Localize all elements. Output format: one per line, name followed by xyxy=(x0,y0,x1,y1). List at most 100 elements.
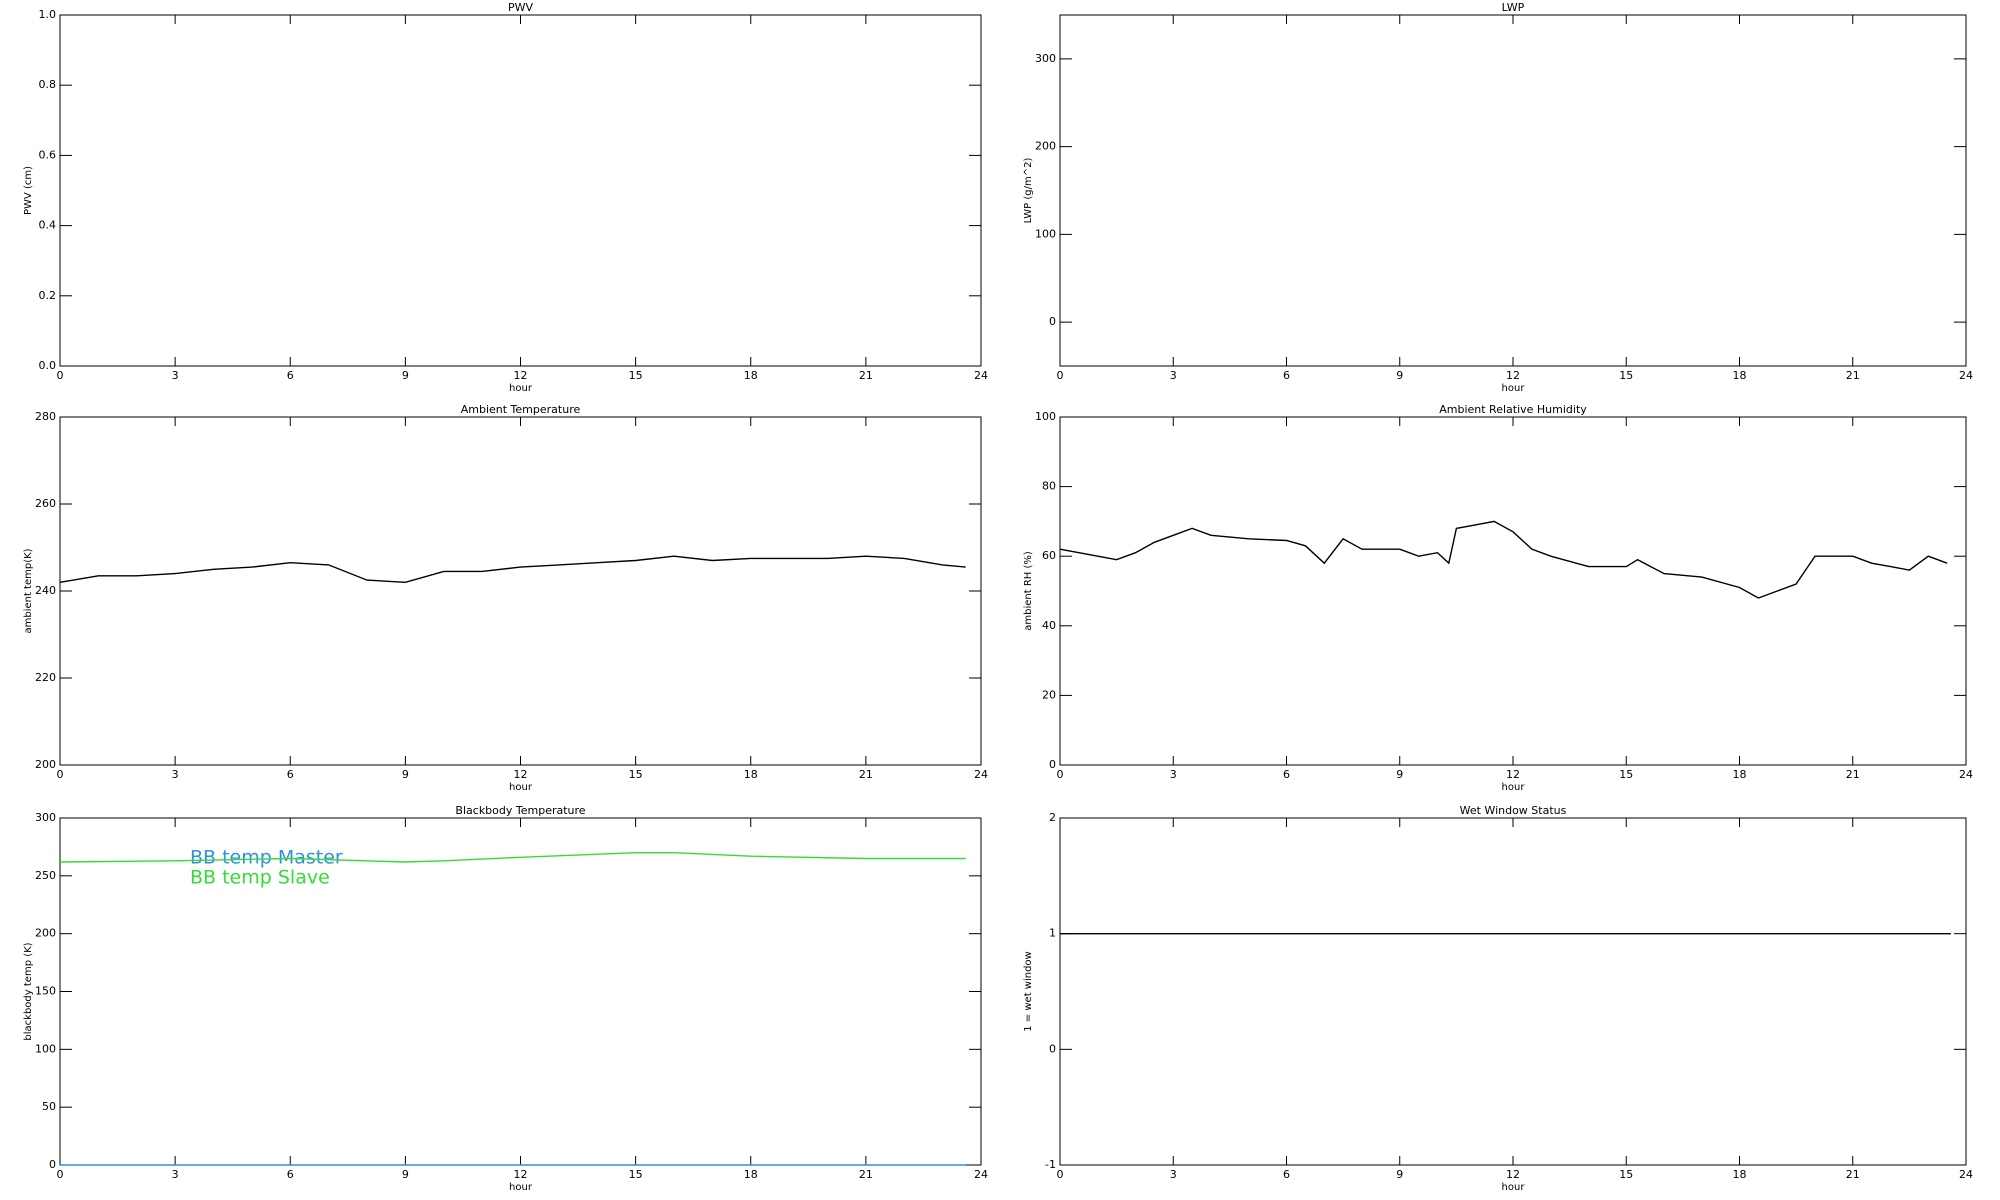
x-tick-label: 21 xyxy=(859,369,873,382)
y-tick-label: 0 xyxy=(49,1158,56,1171)
x-tick-label: 3 xyxy=(1170,1168,1177,1181)
x-axis-label: hour xyxy=(1502,383,1526,394)
y-tick-label: 80 xyxy=(1042,480,1056,493)
y-tick-label: 300 xyxy=(35,811,56,824)
x-axis-label: hour xyxy=(509,1182,533,1193)
y-tick-label: 100 xyxy=(1035,227,1056,240)
y-tick-label: 100 xyxy=(1035,410,1056,423)
y-axis-label: LWP (g/m^2) xyxy=(1023,158,1034,224)
y-tick-label: 0.2 xyxy=(39,289,57,302)
x-tick-label: 9 xyxy=(1396,369,1403,382)
x-tick-label: 18 xyxy=(744,369,758,382)
x-tick-label: 9 xyxy=(402,369,409,382)
y-tick-label: 200 xyxy=(1035,140,1056,153)
x-tick-label: 0 xyxy=(1057,768,1064,781)
y-tick-label: 50 xyxy=(42,1100,56,1113)
x-tick-label: 3 xyxy=(1170,768,1177,781)
data-line xyxy=(59,852,966,863)
x-tick-label: 24 xyxy=(974,1168,988,1181)
x-tick-label: 21 xyxy=(1846,369,1860,382)
legend-entry: BB temp Slave xyxy=(190,867,330,889)
y-tick-label: 0 xyxy=(1049,758,1056,771)
x-tick-label: 12 xyxy=(514,768,528,781)
y-tick-label: 200 xyxy=(35,758,56,771)
plot-frame xyxy=(59,14,982,367)
x-tick-label: 18 xyxy=(744,1168,758,1181)
x-tick-label: 0 xyxy=(57,1168,64,1181)
x-tick-label: 21 xyxy=(1846,1168,1860,1181)
y-tick-label: 0 xyxy=(1049,315,1056,328)
y-tick-label: 0.8 xyxy=(39,78,57,91)
y-tick-label: 250 xyxy=(35,869,56,882)
y-tick-label: 200 xyxy=(35,927,56,940)
x-tick-label: 15 xyxy=(629,768,643,781)
y-axis-label: 1 = wet window xyxy=(1023,951,1034,1031)
x-tick-label: 6 xyxy=(1283,1168,1290,1181)
x-tick-label: 15 xyxy=(629,1168,643,1181)
x-tick-label: 24 xyxy=(1959,768,1973,781)
x-tick-label: 21 xyxy=(859,1168,873,1181)
x-tick-label: 3 xyxy=(1170,369,1177,382)
x-axis-label: hour xyxy=(509,782,533,793)
y-tick-label: 1.0 xyxy=(39,8,57,21)
x-tick-label: 12 xyxy=(1506,1168,1520,1181)
chart-title: Ambient Temperature xyxy=(461,403,581,416)
chart-title: Wet Window Status xyxy=(1460,804,1567,817)
x-tick-label: 24 xyxy=(1959,1168,1973,1181)
y-tick-label: 240 xyxy=(35,584,56,597)
x-tick-label: 15 xyxy=(629,369,643,382)
y-tick-label: 60 xyxy=(1042,549,1056,562)
y-axis-label: PWV (cm) xyxy=(23,166,34,215)
x-tick-label: 18 xyxy=(1733,369,1747,382)
y-tick-label: 100 xyxy=(35,1042,56,1055)
x-tick-label: 12 xyxy=(1506,369,1520,382)
legend-entry: BB temp Master xyxy=(190,847,343,869)
x-tick-label: 24 xyxy=(974,768,988,781)
x-tick-label: 3 xyxy=(172,1168,179,1181)
x-tick-label: 9 xyxy=(1396,768,1403,781)
x-axis-label: hour xyxy=(1502,1182,1526,1193)
y-tick-label: 280 xyxy=(35,410,56,423)
x-tick-label: 18 xyxy=(1733,768,1747,781)
y-tick-label: 20 xyxy=(1042,688,1056,701)
x-tick-label: 3 xyxy=(172,768,179,781)
x-tick-label: 6 xyxy=(287,369,294,382)
y-tick-label: 2 xyxy=(1049,811,1056,824)
plot-frame xyxy=(59,416,982,766)
x-tick-label: 24 xyxy=(1959,369,1973,382)
y-tick-label: 40 xyxy=(1042,619,1056,632)
y-tick-label: -1 xyxy=(1045,1158,1056,1171)
x-tick-label: 12 xyxy=(514,369,528,382)
chart-title: LWP xyxy=(1502,1,1525,14)
x-tick-label: 15 xyxy=(1619,1168,1633,1181)
y-tick-label: 220 xyxy=(35,671,56,684)
x-tick-label: 21 xyxy=(859,768,873,781)
y-axis-label: blackbody temp (K) xyxy=(23,942,34,1040)
x-tick-label: 12 xyxy=(514,1168,528,1181)
x-tick-label: 24 xyxy=(974,369,988,382)
plot-frame xyxy=(1059,416,1967,766)
y-axis-label: ambient RH (%) xyxy=(1023,551,1034,631)
y-tick-label: 0.4 xyxy=(39,219,57,232)
y-axis-label: ambient temp(K) xyxy=(23,548,34,633)
x-tick-label: 15 xyxy=(1619,369,1633,382)
x-tick-label: 9 xyxy=(1396,1168,1403,1181)
x-tick-label: 0 xyxy=(57,768,64,781)
x-tick-label: 0 xyxy=(57,369,64,382)
y-tick-label: 300 xyxy=(1035,52,1056,65)
chart-title: PWV xyxy=(508,1,534,14)
plot-frame xyxy=(1059,14,1967,367)
x-tick-label: 6 xyxy=(287,768,294,781)
x-tick-label: 6 xyxy=(1283,768,1290,781)
y-tick-label: 0 xyxy=(1049,1042,1056,1055)
x-tick-label: 9 xyxy=(402,768,409,781)
x-tick-label: 6 xyxy=(287,1168,294,1181)
y-tick-label: 260 xyxy=(35,497,56,510)
x-axis-label: hour xyxy=(1502,782,1526,793)
y-tick-label: 0.0 xyxy=(39,359,57,372)
x-tick-label: 6 xyxy=(1283,369,1290,382)
x-tick-label: 18 xyxy=(744,768,758,781)
y-tick-label: 0.6 xyxy=(39,148,57,161)
x-tick-label: 0 xyxy=(1057,1168,1064,1181)
